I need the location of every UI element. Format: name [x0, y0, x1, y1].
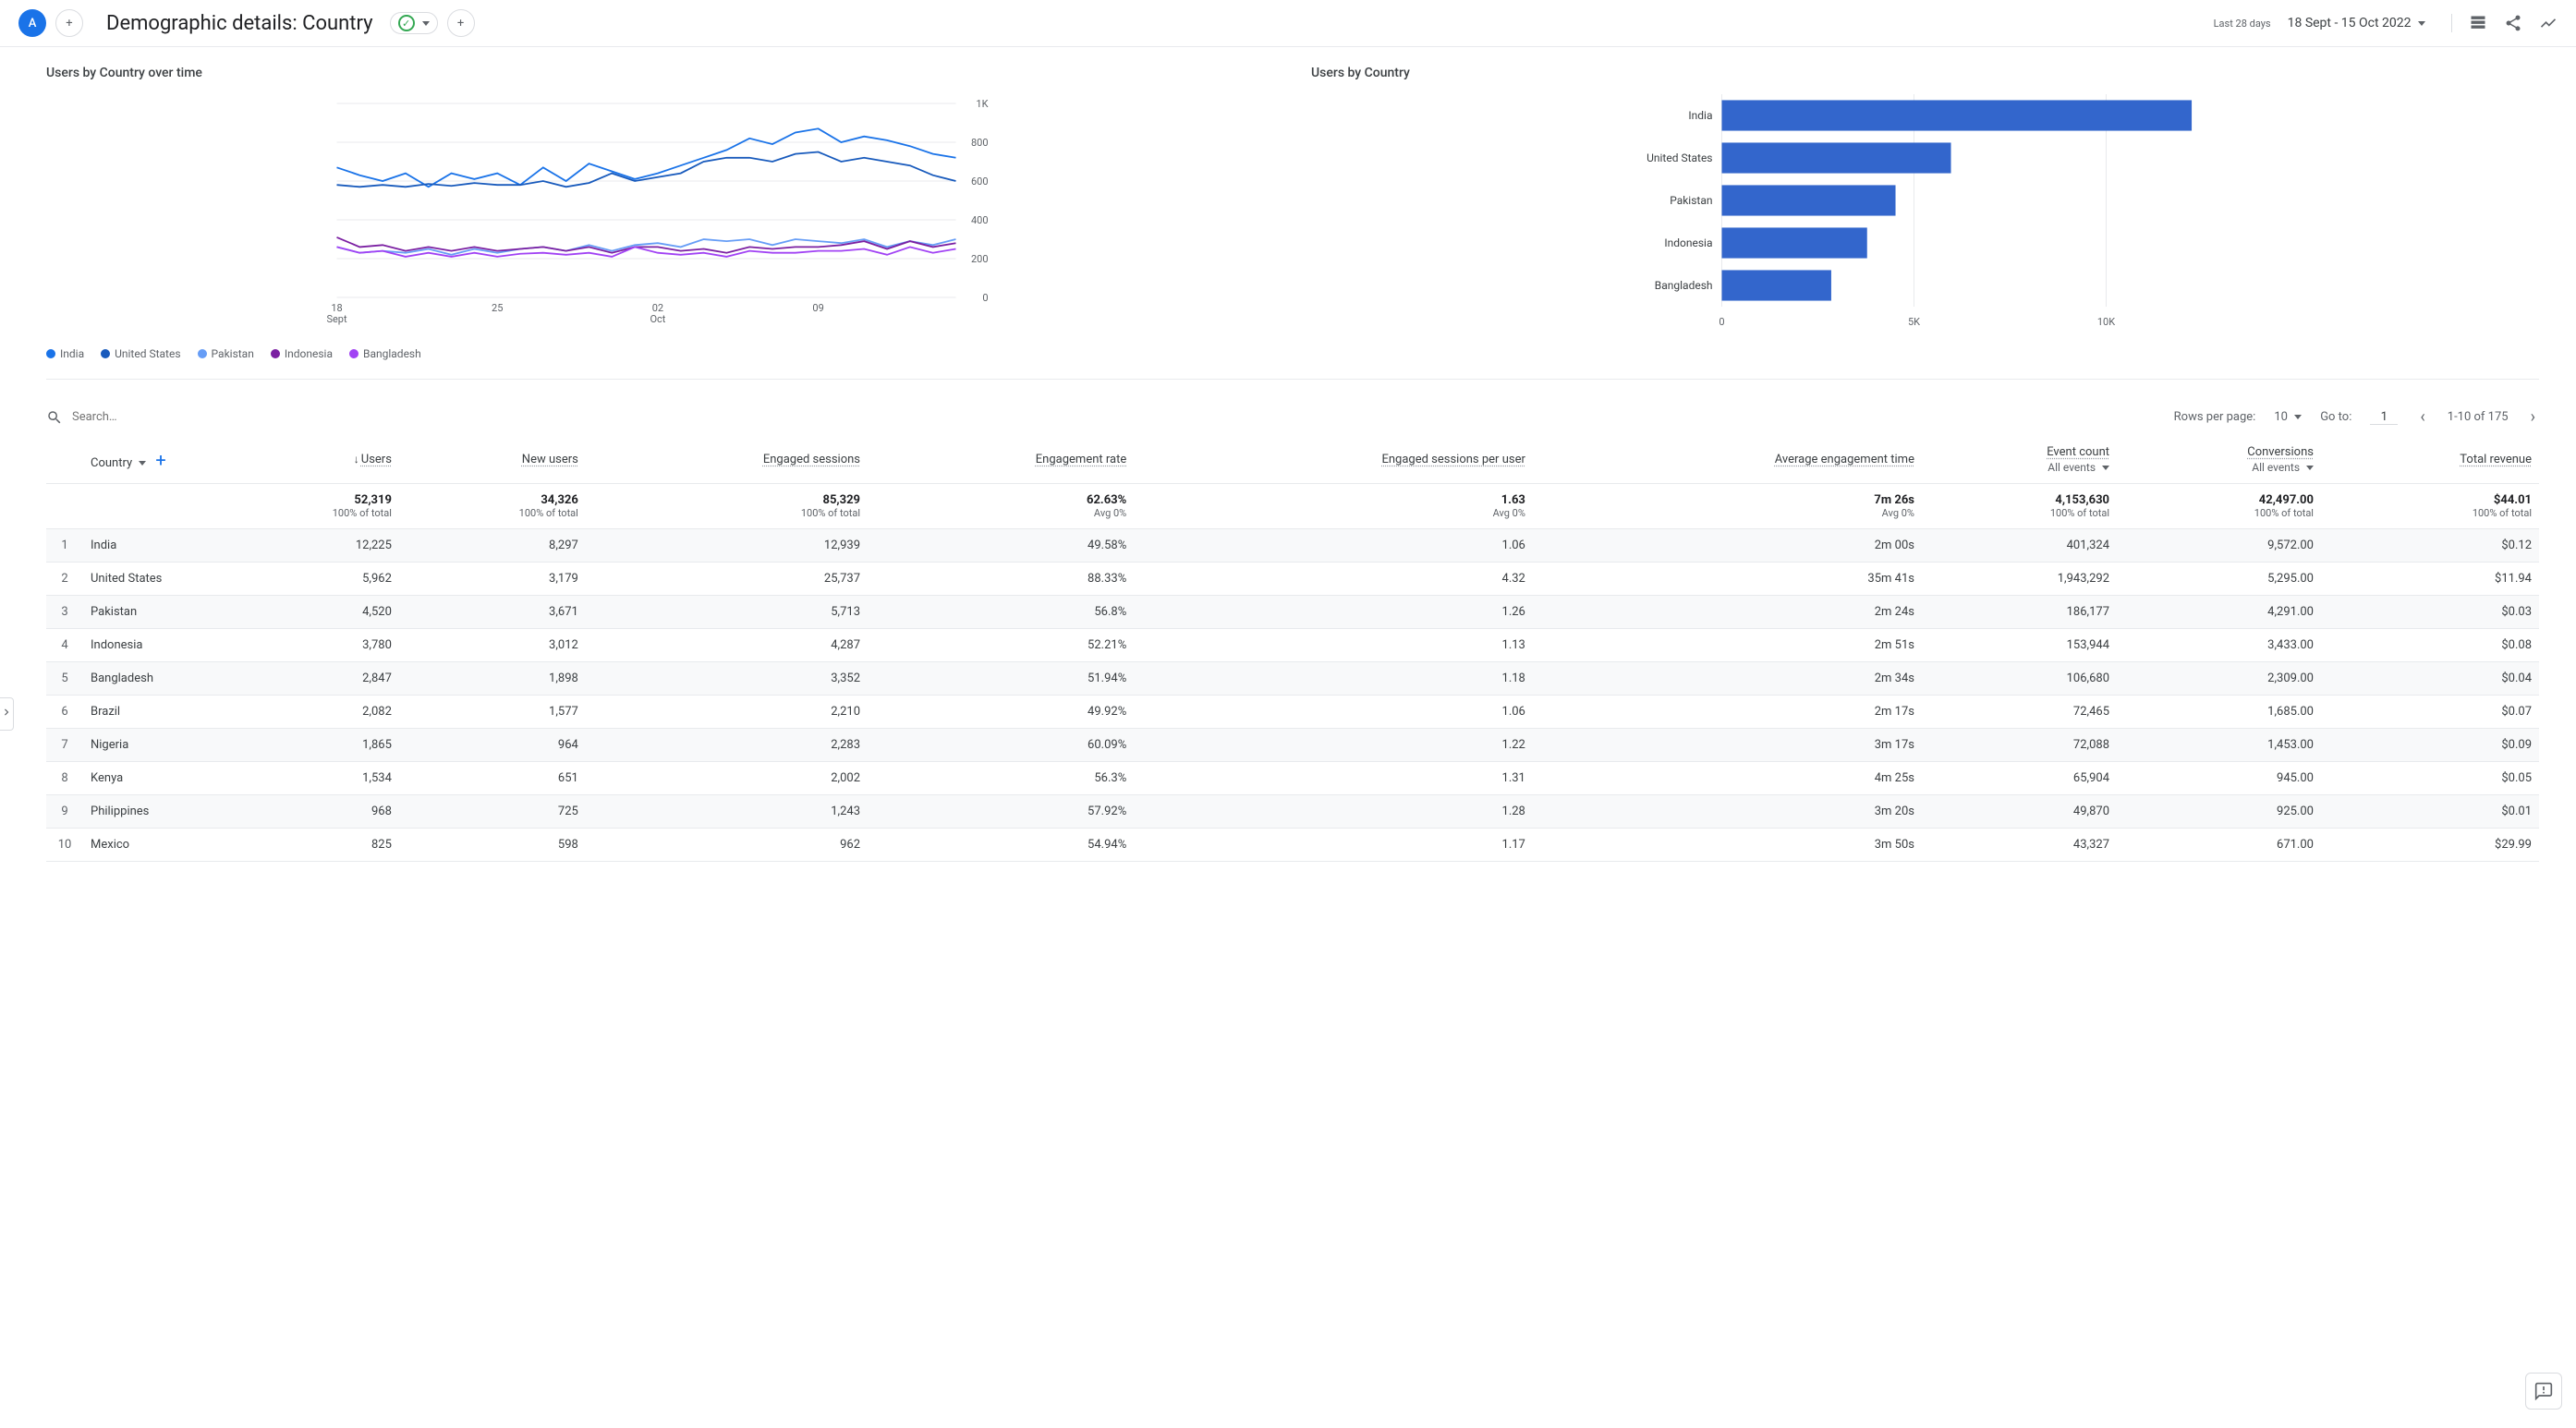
- column-header[interactable]: Event countAll events: [1922, 436, 2117, 484]
- next-page-button[interactable]: ›: [2527, 404, 2539, 430]
- legend-item[interactable]: United States: [101, 347, 180, 360]
- side-panel-expand[interactable]: [0, 697, 14, 731]
- insights-icon[interactable]: [2539, 14, 2558, 32]
- column-header[interactable]: Engagement rate: [868, 436, 1134, 484]
- page-info: 1-10 of 175: [2448, 410, 2509, 424]
- svg-text:0: 0: [982, 292, 988, 304]
- svg-text:Indonesia: Indonesia: [1664, 236, 1712, 249]
- svg-text:Oct: Oct: [650, 313, 665, 325]
- table-row[interactable]: 9Philippines9687251,24357.92%1.283m 20s4…: [46, 795, 2539, 829]
- svg-text:10K: 10K: [2097, 316, 2115, 328]
- column-header[interactable]: Average engagement time: [1533, 436, 1922, 484]
- table-row[interactable]: 8Kenya1,5346512,00256.3%1.314m 25s65,904…: [46, 762, 2539, 795]
- page-title: Demographic details: Country: [106, 12, 373, 35]
- column-header[interactable]: ↓Users: [213, 436, 399, 484]
- column-header[interactable]: ConversionsAll events: [2117, 436, 2321, 484]
- table-row[interactable]: 3Pakistan4,5203,6715,71356.8%1.262m 24s1…: [46, 596, 2539, 629]
- legend-item[interactable]: Indonesia: [271, 347, 333, 360]
- svg-text:09: 09: [812, 302, 823, 314]
- dimension-header[interactable]: Country +: [83, 436, 213, 484]
- svg-text:800: 800: [971, 137, 989, 149]
- data-table: Country + ↓UsersNew usersEngaged session…: [46, 436, 2539, 862]
- svg-text:Sept: Sept: [326, 313, 347, 325]
- date-range-picker[interactable]: 18 Sept - 15 Oct 2022: [2288, 16, 2425, 30]
- legend-item[interactable]: Bangladesh: [349, 347, 421, 360]
- chevron-down-icon: [419, 17, 430, 30]
- column-header[interactable]: Engaged sessions: [586, 436, 868, 484]
- svg-text:400: 400: [971, 214, 989, 226]
- search-input[interactable]: [72, 410, 211, 424]
- table-row[interactable]: 10Mexico82559896254.94%1.173m 50s43,3276…: [46, 829, 2539, 862]
- column-header[interactable]: Total revenue: [2321, 436, 2539, 484]
- svg-text:25: 25: [492, 302, 503, 314]
- svg-text:600: 600: [971, 175, 989, 188]
- users-over-time-chart: Users by Country over time 0 200 400 600 800…: [46, 66, 1274, 360]
- add-segment-button[interactable]: +: [447, 9, 475, 37]
- goto-input[interactable]: [2370, 410, 2398, 425]
- goto-label: Go to:: [2320, 410, 2351, 424]
- prev-page-button[interactable]: ‹: [2416, 404, 2428, 430]
- date-preset-label: Last 28 days: [2214, 18, 2271, 30]
- chart-title: Users by Country: [1311, 66, 2539, 80]
- table-row[interactable]: 6Brazil2,0821,5772,21049.92%1.062m 17s72…: [46, 696, 2539, 729]
- svg-text:United States: United States: [1646, 151, 1712, 164]
- svg-text:Pakistan: Pakistan: [1670, 194, 1712, 207]
- table-row[interactable]: 1India12,2258,29712,93949.58%1.062m 00s4…: [46, 529, 2539, 563]
- table-row[interactable]: 7Nigeria1,8659642,28360.09%1.223m 17s72,…: [46, 729, 2539, 762]
- table-row[interactable]: 2United States5,9623,17925,73788.33%4.32…: [46, 563, 2539, 596]
- add-dimension-button[interactable]: +: [155, 449, 165, 471]
- svg-text:0: 0: [1719, 316, 1724, 328]
- add-comparison-button[interactable]: +: [55, 9, 83, 37]
- feedback-button[interactable]: [2525, 1373, 2562, 1410]
- svg-text:Bangladesh: Bangladesh: [1655, 279, 1713, 292]
- account-avatar[interactable]: A: [18, 9, 46, 37]
- svg-text:1K: 1K: [976, 98, 988, 110]
- table-row[interactable]: 4Indonesia3,7803,0124,28752.21%1.132m 51…: [46, 629, 2539, 662]
- chart-title: Users by Country over time: [46, 66, 1274, 80]
- svg-text:5K: 5K: [1908, 316, 1920, 328]
- page-header: A + Demographic details: Country ✓ + Las…: [0, 0, 2576, 47]
- table-row[interactable]: 5Bangladesh2,8471,8983,35251.94%1.182m 3…: [46, 662, 2539, 696]
- svg-text:200: 200: [971, 253, 989, 265]
- share-icon[interactable]: [2504, 14, 2522, 32]
- table-controls: Rows per page: 10 Go to: ‹ 1-10 of 175 ›: [46, 398, 2539, 436]
- svg-text:India: India: [1688, 109, 1712, 122]
- users-by-country-chart: Users by Country 0 5K 10K India United State…: [1311, 66, 2539, 360]
- column-header[interactable]: New users: [399, 436, 586, 484]
- legend-item[interactable]: India: [46, 347, 84, 360]
- search-icon: [46, 409, 63, 426]
- legend-item[interactable]: Pakistan: [198, 347, 254, 360]
- column-header[interactable]: Engaged sessions per user: [1134, 436, 1533, 484]
- totals-row: 52,319100% of total34,326100% of total85…: [46, 484, 2539, 529]
- check-icon: ✓: [398, 15, 415, 31]
- rows-per-page-select[interactable]: 10: [2274, 410, 2302, 424]
- customize-icon[interactable]: [2469, 14, 2487, 32]
- rows-per-page-label: Rows per page:: [2174, 410, 2256, 424]
- status-pill[interactable]: ✓: [390, 12, 438, 34]
